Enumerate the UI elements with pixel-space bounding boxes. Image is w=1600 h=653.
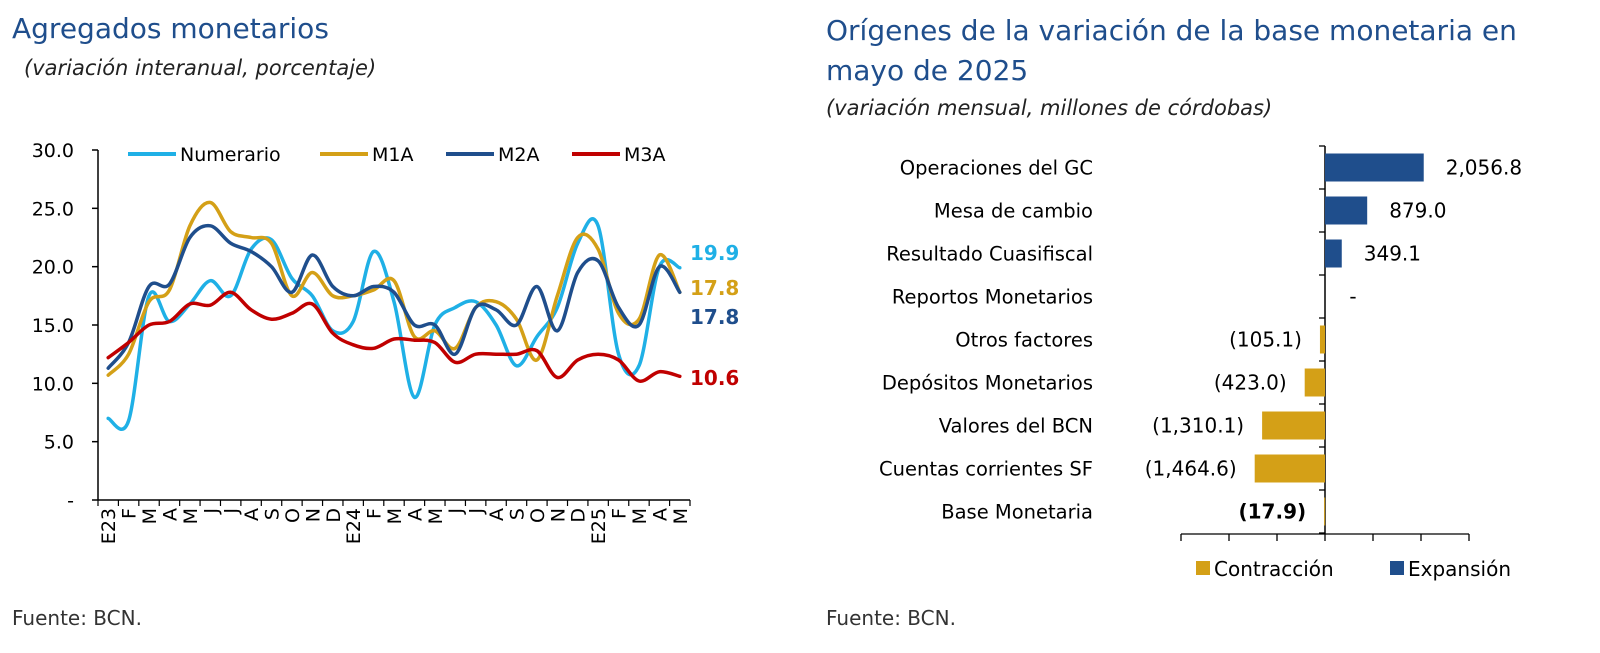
x-tick-label: O [282, 508, 304, 523]
legend-label-contracción: Contracción [1214, 557, 1334, 581]
legend-swatch-contracción [1196, 561, 1210, 575]
bar-2 [1325, 239, 1342, 268]
x-tick-label: A [486, 508, 508, 521]
legend-swatch-expansión [1390, 561, 1404, 575]
bar-0 [1325, 153, 1424, 182]
x-tick-label: S [506, 508, 528, 520]
value-label: (423.0) [1214, 371, 1287, 395]
legend-label-m1a: M1A [372, 144, 413, 166]
left-chart-title: Agregados monetarios [12, 12, 329, 45]
x-tick-label: M [670, 508, 692, 524]
x-tick-label: M [139, 508, 161, 524]
right-chart-source: Fuente: BCN. [826, 606, 956, 630]
x-tick-label: D [323, 508, 345, 523]
value-label: (17.9) [1239, 500, 1307, 524]
bar-1 [1325, 196, 1368, 225]
x-tick-label: F [609, 508, 631, 519]
line-chart: -5.010.015.020.025.030.0E23FMAMJJASONDE2… [32, 140, 740, 544]
y-tick-label: 15.0 [32, 315, 74, 337]
series-end-label-m3a: 10.6 [690, 366, 739, 390]
x-tick-label: M [384, 508, 406, 524]
x-tick-label: N [547, 508, 569, 522]
value-label: 879.0 [1389, 199, 1446, 223]
x-tick-label: M [629, 508, 651, 524]
category-label: Base Monetaria [941, 501, 1093, 524]
bar-chart: Operaciones del GC 2,056.8 Mesa de cambio 8… [879, 145, 1522, 581]
left-chart-subtitle: (variación interanual, porcentaje) [24, 56, 377, 80]
left-chart-panel: Agregados monetarios (variación interanu… [0, 0, 780, 653]
category-label: Otros factores [955, 329, 1093, 352]
category-label: Resultado Cuasifiscal [886, 243, 1093, 266]
category-label: Operaciones del GC [900, 157, 1093, 180]
right-chart-title-line2: mayo de 2025 [826, 54, 1029, 87]
x-tick-label: A [241, 508, 263, 521]
x-tick-label: F [364, 508, 386, 519]
bar-7 [1254, 454, 1325, 483]
category-label: Depósitos Monetarios [882, 372, 1093, 395]
x-tick-label: A [649, 508, 671, 521]
category-label: Reportos Monetarios [892, 286, 1093, 309]
value-label: (1,464.6) [1145, 457, 1237, 481]
bar-4 [1319, 325, 1325, 354]
series-end-label-m1a: 17.8 [690, 276, 739, 300]
value-label: (105.1) [1229, 328, 1302, 352]
value-label: - [1349, 285, 1356, 309]
category-label: Cuentas corrientes SF [879, 458, 1093, 481]
x-tick-label: E25 [588, 508, 610, 544]
x-tick-label: J [221, 508, 243, 515]
right-chart-panel: Orígenes de la variación de la base mone… [800, 0, 1600, 653]
x-tick-label: D [568, 508, 590, 523]
series-line-m1a [106, 200, 682, 377]
legend-label-m2a: M2A [498, 144, 539, 166]
y-tick-label: 25.0 [32, 198, 74, 220]
bar-5 [1304, 368, 1325, 397]
y-tick-label: 5.0 [44, 432, 74, 454]
x-tick-label: O [527, 508, 549, 523]
legend-label-numerario: Numerario [180, 144, 281, 166]
x-tick-label: A [404, 508, 426, 521]
y-tick-label: 10.0 [32, 373, 74, 395]
x-tick-label: E23 [98, 508, 120, 544]
x-tick-label: M [425, 508, 447, 524]
y-tick-label: 20.0 [32, 257, 74, 279]
bar-8 [1324, 497, 1326, 526]
legend-label-m3a: M3A [624, 144, 665, 166]
category-label: Mesa de cambio [934, 200, 1093, 223]
right-chart-subtitle: (variación mensual, millones de córdobas… [826, 96, 1273, 120]
x-tick-label: S [262, 508, 284, 520]
series-line-numerario [106, 217, 682, 431]
x-tick-label: J [466, 508, 488, 515]
x-tick-label: E24 [343, 508, 365, 544]
y-tick-label: - [67, 490, 74, 512]
value-label: 349.1 [1364, 242, 1421, 266]
series-end-label-m2a: 17.8 [690, 305, 739, 329]
series-line-m3a [106, 290, 682, 383]
left-chart-source: Fuente: BCN. [12, 606, 142, 630]
x-tick-label: M [180, 508, 202, 524]
series-line-m2a [106, 223, 682, 370]
y-tick-label: 30.0 [32, 140, 74, 162]
value-label: 2,056.8 [1446, 156, 1522, 180]
x-tick-label: J [200, 508, 222, 515]
value-label: (1,310.1) [1152, 414, 1244, 438]
series-end-label-numerario: 19.9 [690, 241, 739, 265]
x-tick-label: A [159, 508, 181, 521]
x-tick-label: N [302, 508, 324, 522]
x-tick-label: F [119, 508, 141, 519]
legend-label-expansión: Expansión [1408, 557, 1511, 581]
x-tick-label: J [445, 508, 467, 515]
right-chart-title-line1: Orígenes de la variación de la base mone… [826, 14, 1517, 47]
bar-6 [1262, 411, 1325, 440]
category-label: Valores del BCN [939, 415, 1093, 438]
